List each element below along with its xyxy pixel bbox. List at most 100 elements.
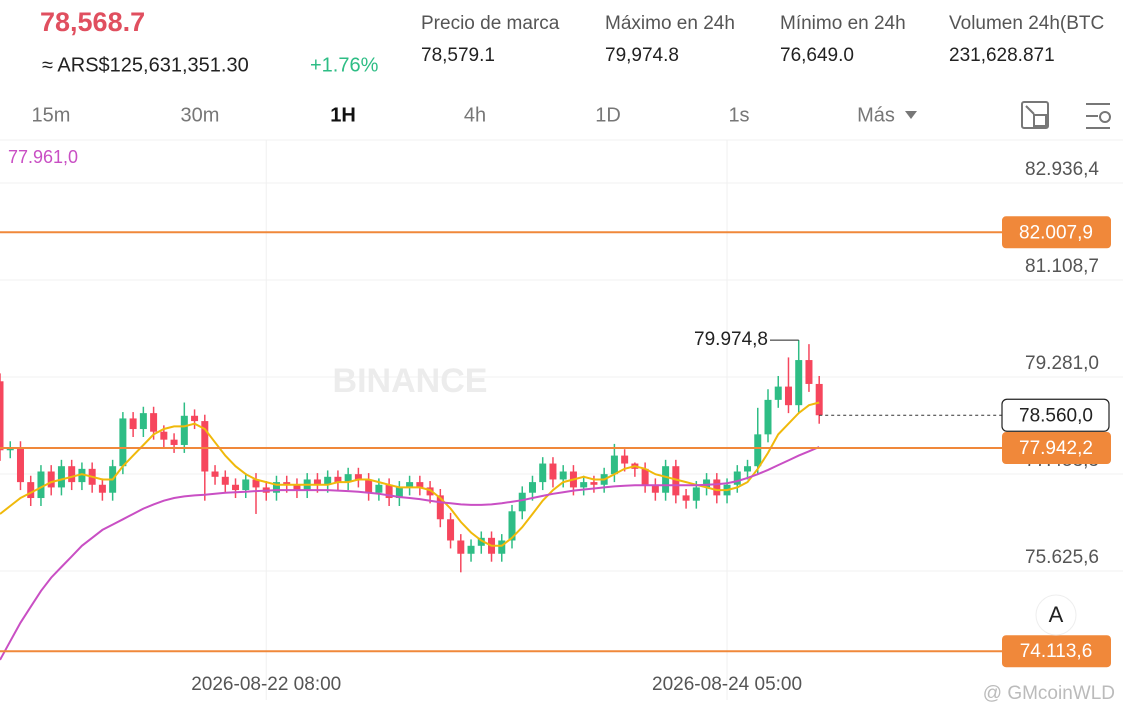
candle-body [682, 495, 690, 501]
candle-body [672, 466, 680, 496]
auto-button[interactable]: A [1049, 602, 1064, 627]
candle-body [334, 476, 342, 483]
candle-body [436, 495, 444, 520]
candle-body [37, 471, 45, 499]
price-line-label: 82.007,9 [1019, 222, 1093, 243]
candle-body [457, 540, 465, 554]
candle-body [805, 360, 813, 384]
candle-body [324, 476, 332, 485]
x-tick-label: 2026-08-24 05:00 [652, 674, 802, 695]
dropdown-arrow [905, 111, 917, 119]
price-line-box [1002, 432, 1111, 465]
tab[interactable]: 30m [181, 104, 220, 126]
candle-body [508, 511, 516, 541]
candle-body [774, 386, 782, 400]
stat-label: Precio de marca [421, 13, 560, 34]
grid: 82.936,481.108,779.281,077.453,375.625,6… [0, 139, 1123, 700]
candle-body [467, 545, 475, 554]
tab[interactable]: 15m [32, 104, 71, 126]
candle-body [0, 381, 4, 451]
candle-body [98, 484, 106, 493]
candle-body [815, 383, 823, 416]
candle-body [201, 421, 209, 472]
candle-body [47, 471, 55, 488]
stat-label: Volumen 24h(BTC [949, 13, 1104, 34]
candle-body [559, 471, 567, 480]
credit: @ GMcoinWLD [983, 683, 1115, 704]
candle-body [795, 360, 803, 406]
stats: Precio de marca 78,579.1 Máximo en 24h 79,9… [421, 13, 1104, 66]
price-line-label: 77.942,2 [1019, 438, 1093, 459]
candle-body [252, 479, 260, 488]
candle-body [426, 487, 434, 496]
candle-body [68, 466, 76, 483]
tab[interactable]: 1D [595, 104, 621, 126]
candle-body [385, 484, 393, 499]
candle-body [580, 482, 588, 488]
candle-body [754, 434, 762, 467]
candle-body [78, 468, 86, 483]
x-tick-label: 2026-08-22 08:00 [191, 674, 341, 695]
candle-body [375, 484, 383, 493]
last-price-box [1001, 398, 1110, 432]
candle-body [447, 519, 455, 541]
change: +1.76% [310, 54, 379, 76]
candle-body [784, 386, 792, 406]
stat-value: 78,579.1 [421, 45, 495, 66]
candle-body [518, 492, 526, 512]
price-line-label: 74.113,6 [1020, 641, 1093, 662]
expand-icon[interactable] [1021, 101, 1049, 129]
candle-body [242, 479, 250, 491]
candle-body [703, 479, 711, 488]
candle-body [313, 479, 321, 485]
candle-body [621, 455, 629, 464]
y-tick-label: 82.936,4 [1025, 159, 1099, 180]
candle-body [283, 482, 291, 485]
candle-body [170, 439, 178, 445]
price-line-box [1002, 216, 1111, 249]
candle-body [477, 537, 485, 546]
candle-body [764, 399, 772, 435]
candle-body [549, 463, 557, 480]
candle-body [498, 540, 506, 554]
button-bg[interactable] [1035, 594, 1077, 636]
candle-body [150, 413, 158, 432]
candle-body [539, 463, 547, 483]
candle-body [191, 415, 199, 422]
watermark: BINANCE [333, 362, 488, 400]
candle-body [129, 418, 137, 430]
candle-body [395, 487, 403, 499]
candle-body [221, 476, 229, 485]
candle-body [211, 471, 219, 477]
tabs[interactable]: 15m 30m 1H 4h 1D 1s Más [32, 104, 895, 126]
candle-body [416, 482, 424, 488]
moving-average [0, 446, 820, 661]
y-tick-label: 75.625,6 [1025, 547, 1099, 568]
candle-body [590, 482, 598, 485]
candle-body [354, 474, 362, 480]
stat-label: Mínimo en 24h [780, 13, 906, 34]
tab[interactable]: 4h [464, 104, 486, 126]
stat-value: 76,649.0 [780, 45, 854, 66]
tab[interactable]: 1s [728, 104, 749, 126]
moving-average [0, 401, 820, 547]
high-label: 79.974,8 [694, 329, 768, 350]
last-price: 78,568.7 [40, 7, 145, 37]
candle-body [641, 468, 649, 485]
tab[interactable]: 1H [330, 104, 356, 126]
candle-body [662, 466, 670, 493]
ma-label: 77.961,0 [8, 147, 78, 167]
stat-label: Máximo en 24h [605, 13, 735, 34]
candle-body [232, 484, 240, 491]
y-tick-label: 79.281,0 [1025, 353, 1099, 374]
candle-body [713, 479, 721, 496]
candle-body [344, 474, 352, 483]
tab[interactable]: Más [857, 104, 895, 126]
fiat-price: ≈ ARS$125,631,351.30 [42, 54, 249, 76]
stat-value: 79,974.8 [605, 45, 679, 66]
candle-body [610, 455, 618, 475]
settings-icon[interactable] [1086, 103, 1111, 129]
stat-value: 231,628.871 [949, 45, 1055, 66]
